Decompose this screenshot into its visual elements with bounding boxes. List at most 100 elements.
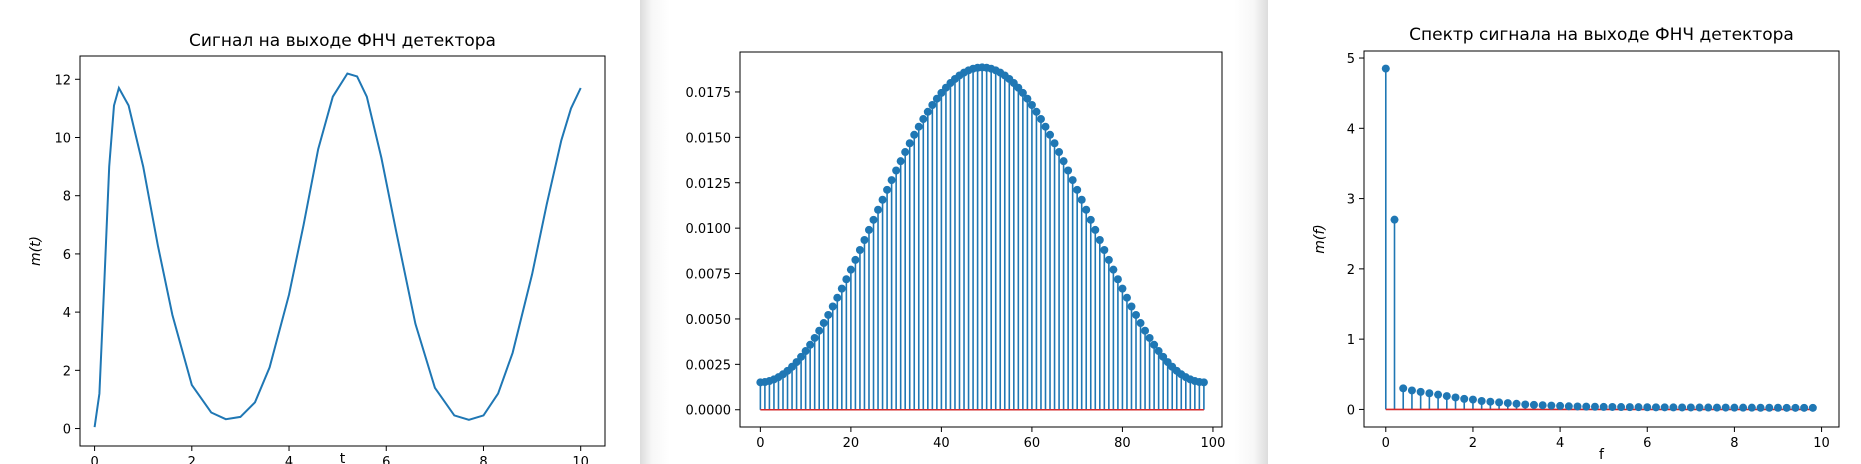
x-tick-label: 2: [1469, 436, 1477, 451]
x-tick-label: 8: [1730, 436, 1738, 451]
y-tick-label: 0.0025: [686, 358, 732, 373]
stem-marker: [860, 235, 869, 244]
chart-title: Сигнал на выходе ФНЧ детектора: [189, 31, 496, 51]
stem-marker: [810, 333, 819, 342]
stem-marker: [1782, 403, 1791, 412]
stem-marker: [887, 176, 896, 185]
stem-marker: [1068, 176, 1077, 185]
stem-marker: [1032, 107, 1041, 116]
stem-marker: [1073, 185, 1082, 194]
stem-marker: [1573, 402, 1582, 411]
stem-marker: [1791, 403, 1800, 412]
x-tick-label: 4: [285, 455, 293, 464]
stem-marker: [932, 94, 941, 103]
stem-marker: [833, 293, 842, 302]
stem-marker: [1808, 403, 1817, 412]
plot-frame: [79, 55, 606, 447]
stem-marker: [1154, 347, 1163, 356]
spectrum-stem-chart: 0 2 4 6 8 10 0 1 2 3 4 5 Спектр сигнала на выходе ФН…: [1312, 25, 1840, 463]
stem-marker: [1127, 302, 1136, 311]
y-tick-label: 0.0175: [686, 86, 732, 101]
stem-marker: [1104, 255, 1113, 264]
stem-marker: [1669, 403, 1678, 412]
x-tick-label: 4: [1556, 436, 1564, 451]
y-tick-label: 0.0100: [686, 222, 732, 237]
stem-marker: [1141, 326, 1150, 335]
stem-marker: [1416, 387, 1425, 396]
stem-marker: [910, 130, 919, 139]
stem-marker: [905, 139, 914, 148]
stem-marker: [1678, 403, 1687, 412]
x-tick-label: 10: [1813, 436, 1830, 451]
x-tick-label: 0: [756, 436, 764, 451]
y-tick-label: 12: [54, 73, 71, 88]
stem-marker: [1773, 403, 1782, 412]
stem-marker: [1651, 403, 1660, 412]
y-tick-label: 0.0125: [686, 177, 732, 192]
stem-marker: [1477, 396, 1486, 405]
stem-marker: [937, 88, 946, 97]
stem-marker: [828, 302, 837, 311]
x-tick-label: 20: [843, 436, 860, 451]
stem-marker: [1046, 130, 1055, 139]
stem-marker: [869, 215, 878, 224]
stem-marker: [914, 122, 923, 131]
stem-marker: [1712, 403, 1721, 412]
stem-marker: [1765, 403, 1774, 412]
stem-marker: [1018, 88, 1027, 97]
stem-marker: [878, 195, 887, 204]
stem-marker: [1113, 275, 1122, 284]
stem-marker: [1582, 402, 1591, 411]
stem-marker: [1055, 148, 1064, 157]
y-tick-label: 0: [1347, 403, 1355, 418]
chart-panel-1: 0 2 4 6 8 10 0 2 4 6 8 10 12 Сигнал на выходе ФНЧ дет…: [0, 0, 640, 464]
stem-marker: [819, 319, 828, 328]
stem-marker: [842, 275, 851, 284]
stem-marker: [1077, 195, 1086, 204]
x-axis-label: t: [340, 451, 346, 464]
stem-marker: [837, 284, 846, 293]
stem-marker: [1730, 403, 1739, 412]
stem-marker: [923, 107, 932, 116]
y-tick-label: 2: [1347, 263, 1355, 278]
stem-marker: [1556, 401, 1565, 410]
stem-marker: [1538, 401, 1547, 410]
x-axis-label: f: [1599, 447, 1605, 463]
stem-marker: [1159, 352, 1168, 361]
stem-marker: [1109, 265, 1118, 274]
y-tick-label: 3: [1347, 193, 1355, 208]
x-tick-label: 2: [188, 455, 196, 464]
y-tick-label: 0.0150: [686, 131, 732, 146]
stem-marker: [1399, 384, 1408, 393]
stem-marker: [1122, 293, 1131, 302]
stem-marker: [1132, 310, 1141, 319]
chart-panel-3: 0 2 4 6 8 10 0 1 2 3 4 5 Спектр сигнала на выходе ФН…: [1268, 0, 1861, 464]
y-tick-label: 0.0050: [686, 313, 732, 328]
stem-marker: [1136, 319, 1145, 328]
x-tick-label: 80: [1114, 436, 1131, 451]
stem-marker: [1460, 394, 1469, 403]
stem-marker: [896, 157, 905, 166]
stem-marker: [815, 326, 824, 335]
y-axis-label: m(t): [28, 236, 44, 266]
stem-marker: [1086, 215, 1095, 224]
stem-marker: [1495, 398, 1504, 407]
stem-marker: [1100, 246, 1109, 255]
stem-marker: [1451, 393, 1460, 402]
stem-marker: [851, 255, 860, 264]
stem-marker: [1145, 333, 1154, 342]
plot-frame: [739, 51, 1223, 428]
stem-marker: [1059, 157, 1068, 166]
stem-marker: [1150, 340, 1159, 349]
stem-marker: [883, 185, 892, 194]
stem-marker: [1095, 235, 1104, 244]
stem-marker: [797, 352, 806, 361]
stem-marker: [892, 166, 901, 175]
stem-marker: [1036, 115, 1045, 124]
y-axis-label: m(f): [1312, 224, 1328, 254]
stem-marker: [1547, 401, 1556, 410]
stem-marker: [792, 358, 801, 367]
stem-marker: [1118, 284, 1127, 293]
stem-marker: [1521, 400, 1530, 409]
y-tick-label: 0.0075: [686, 268, 732, 283]
